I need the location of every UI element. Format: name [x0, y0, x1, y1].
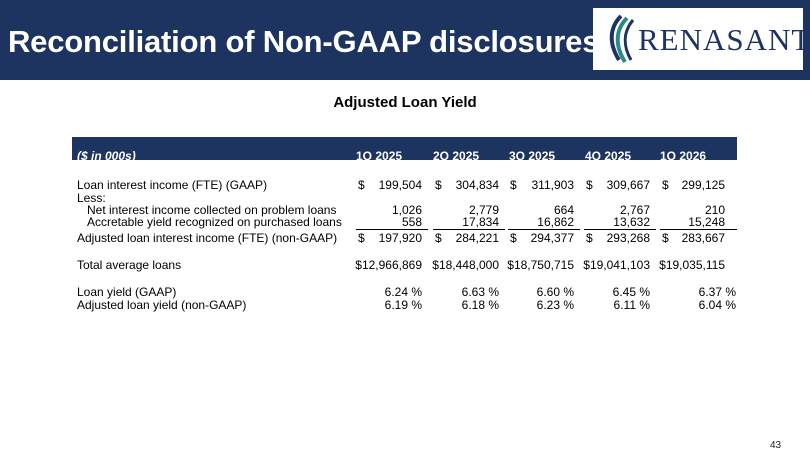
section-subtitle: Adjusted Loan Yield [333, 94, 477, 111]
currency-symbol: $ [358, 231, 365, 245]
table-cell: 1,026 [391, 203, 422, 217]
table-row: Accretable yield recognized on purchased… [72, 215, 737, 229]
table-cell: 6.37 % [698, 285, 736, 299]
unit-label: ($ in 000s) [77, 149, 136, 163]
row-label: Loan interest income (FTE) (GAAP) [77, 178, 268, 192]
table-cell: $12,966,869 [355, 258, 422, 272]
table-cell: 16,862 [537, 215, 574, 229]
currency-symbol: $ [586, 231, 593, 245]
table-cell: 17,834 [462, 215, 499, 229]
currency-symbol: $ [435, 178, 442, 192]
column-header-5: 1Q 2026 [660, 149, 707, 163]
table-cell: 199,504 [378, 178, 422, 192]
row-label: Total average loans [77, 258, 182, 272]
table-cell: 309,667 [606, 178, 650, 192]
table-cell: 6.60 % [536, 285, 574, 299]
table-cell: 6.45 % [612, 285, 650, 299]
subtotal-rule [433, 229, 505, 230]
table-cell: 6.04 % [698, 298, 736, 312]
row-label: Loan yield (GAAP) [77, 285, 177, 299]
currency-symbol: $ [435, 231, 442, 245]
table-cell: 2,767 [619, 203, 650, 217]
table-cell: $18,448,000 [432, 258, 499, 272]
table-cell: $19,035,115 [659, 258, 725, 272]
logo-wordmark: RENASANT [638, 22, 810, 57]
table-row: Total average loans $12,966,869 $18,448,… [72, 258, 737, 272]
table-row: Less: [72, 191, 737, 205]
table-row: Loan yield (GAAP) 6.24 % 6.63 % 6.60 % 6… [72, 285, 737, 299]
currency-symbol: $ [662, 178, 669, 192]
table-cell: 283,667 [681, 231, 725, 245]
table-row: Adjusted loan interest income (FTE) (non… [72, 231, 737, 245]
currency-symbol: $ [586, 178, 593, 192]
table-cell: 558 [401, 215, 422, 229]
table-cell: 2,779 [468, 203, 499, 217]
table-cell: 284,221 [455, 231, 499, 245]
column-header-2: 2Q 2025 [433, 149, 480, 163]
currency-symbol: $ [510, 231, 517, 245]
table-cell: $18,750,715 [507, 258, 574, 272]
slide-header: Reconciliation of Non-GAAP disclosures R… [0, 0, 810, 80]
table-cell: 664 [553, 203, 574, 217]
page-title: Reconciliation of Non-GAAP disclosures [8, 24, 600, 59]
table-cell: 299,125 [681, 178, 725, 192]
row-label: Adjusted loan yield (non-GAAP) [77, 298, 247, 312]
renasant-logo-mark-icon [609, 14, 635, 64]
renasant-logo: RENASANT [593, 8, 810, 70]
table-cell: 6.18 % [461, 298, 499, 312]
table-cell: 6.63 % [461, 285, 499, 299]
row-label: Accretable yield recognized on purchased… [87, 215, 342, 229]
subtotal-rule [584, 229, 656, 230]
table-row: Adjusted loan yield (non-GAAP) 6.19 % 6.… [72, 298, 737, 312]
row-label: Less: [77, 191, 106, 205]
table-cell: 304,834 [455, 178, 499, 192]
table-row: Net interest income collected on problem… [72, 203, 737, 217]
currency-symbol: $ [358, 178, 365, 192]
column-header-3: 3Q 2025 [509, 149, 556, 163]
page-number: 43 [770, 440, 782, 451]
row-label: Net interest income collected on problem… [87, 203, 337, 217]
table-cell: 6.19 % [384, 298, 422, 312]
table-cell: 13,632 [613, 215, 650, 229]
table-header: ($ in 000s) 1Q 2025 2Q 2025 3Q 2025 4Q 2… [72, 137, 737, 163]
column-header-4: 4Q 2025 [585, 149, 632, 163]
row-label: Adjusted loan interest income (FTE) (non… [77, 231, 338, 245]
subtotal-rule [356, 229, 428, 230]
table-cell: 311,903 [531, 178, 575, 192]
currency-symbol: $ [662, 231, 669, 245]
table-row: Loan interest income (FTE) (GAAP) $ 199,… [72, 178, 737, 192]
table-cell: 6.11 % [613, 298, 650, 312]
table-cell: 293,268 [606, 231, 650, 245]
table-cell: $19,041,103 [583, 258, 650, 272]
table-cell: 15,248 [688, 215, 725, 229]
table-cell: 6.24 % [384, 285, 422, 299]
subtotal-rule [508, 229, 580, 230]
column-header-1: 1Q 2025 [356, 149, 403, 163]
table-cell: 294,377 [530, 231, 574, 245]
currency-symbol: $ [510, 178, 517, 192]
table-cell: 6.23 % [536, 298, 574, 312]
table-cell: 210 [704, 203, 725, 217]
subtotal-rule [660, 229, 737, 230]
table-cell: 197,920 [378, 231, 422, 245]
